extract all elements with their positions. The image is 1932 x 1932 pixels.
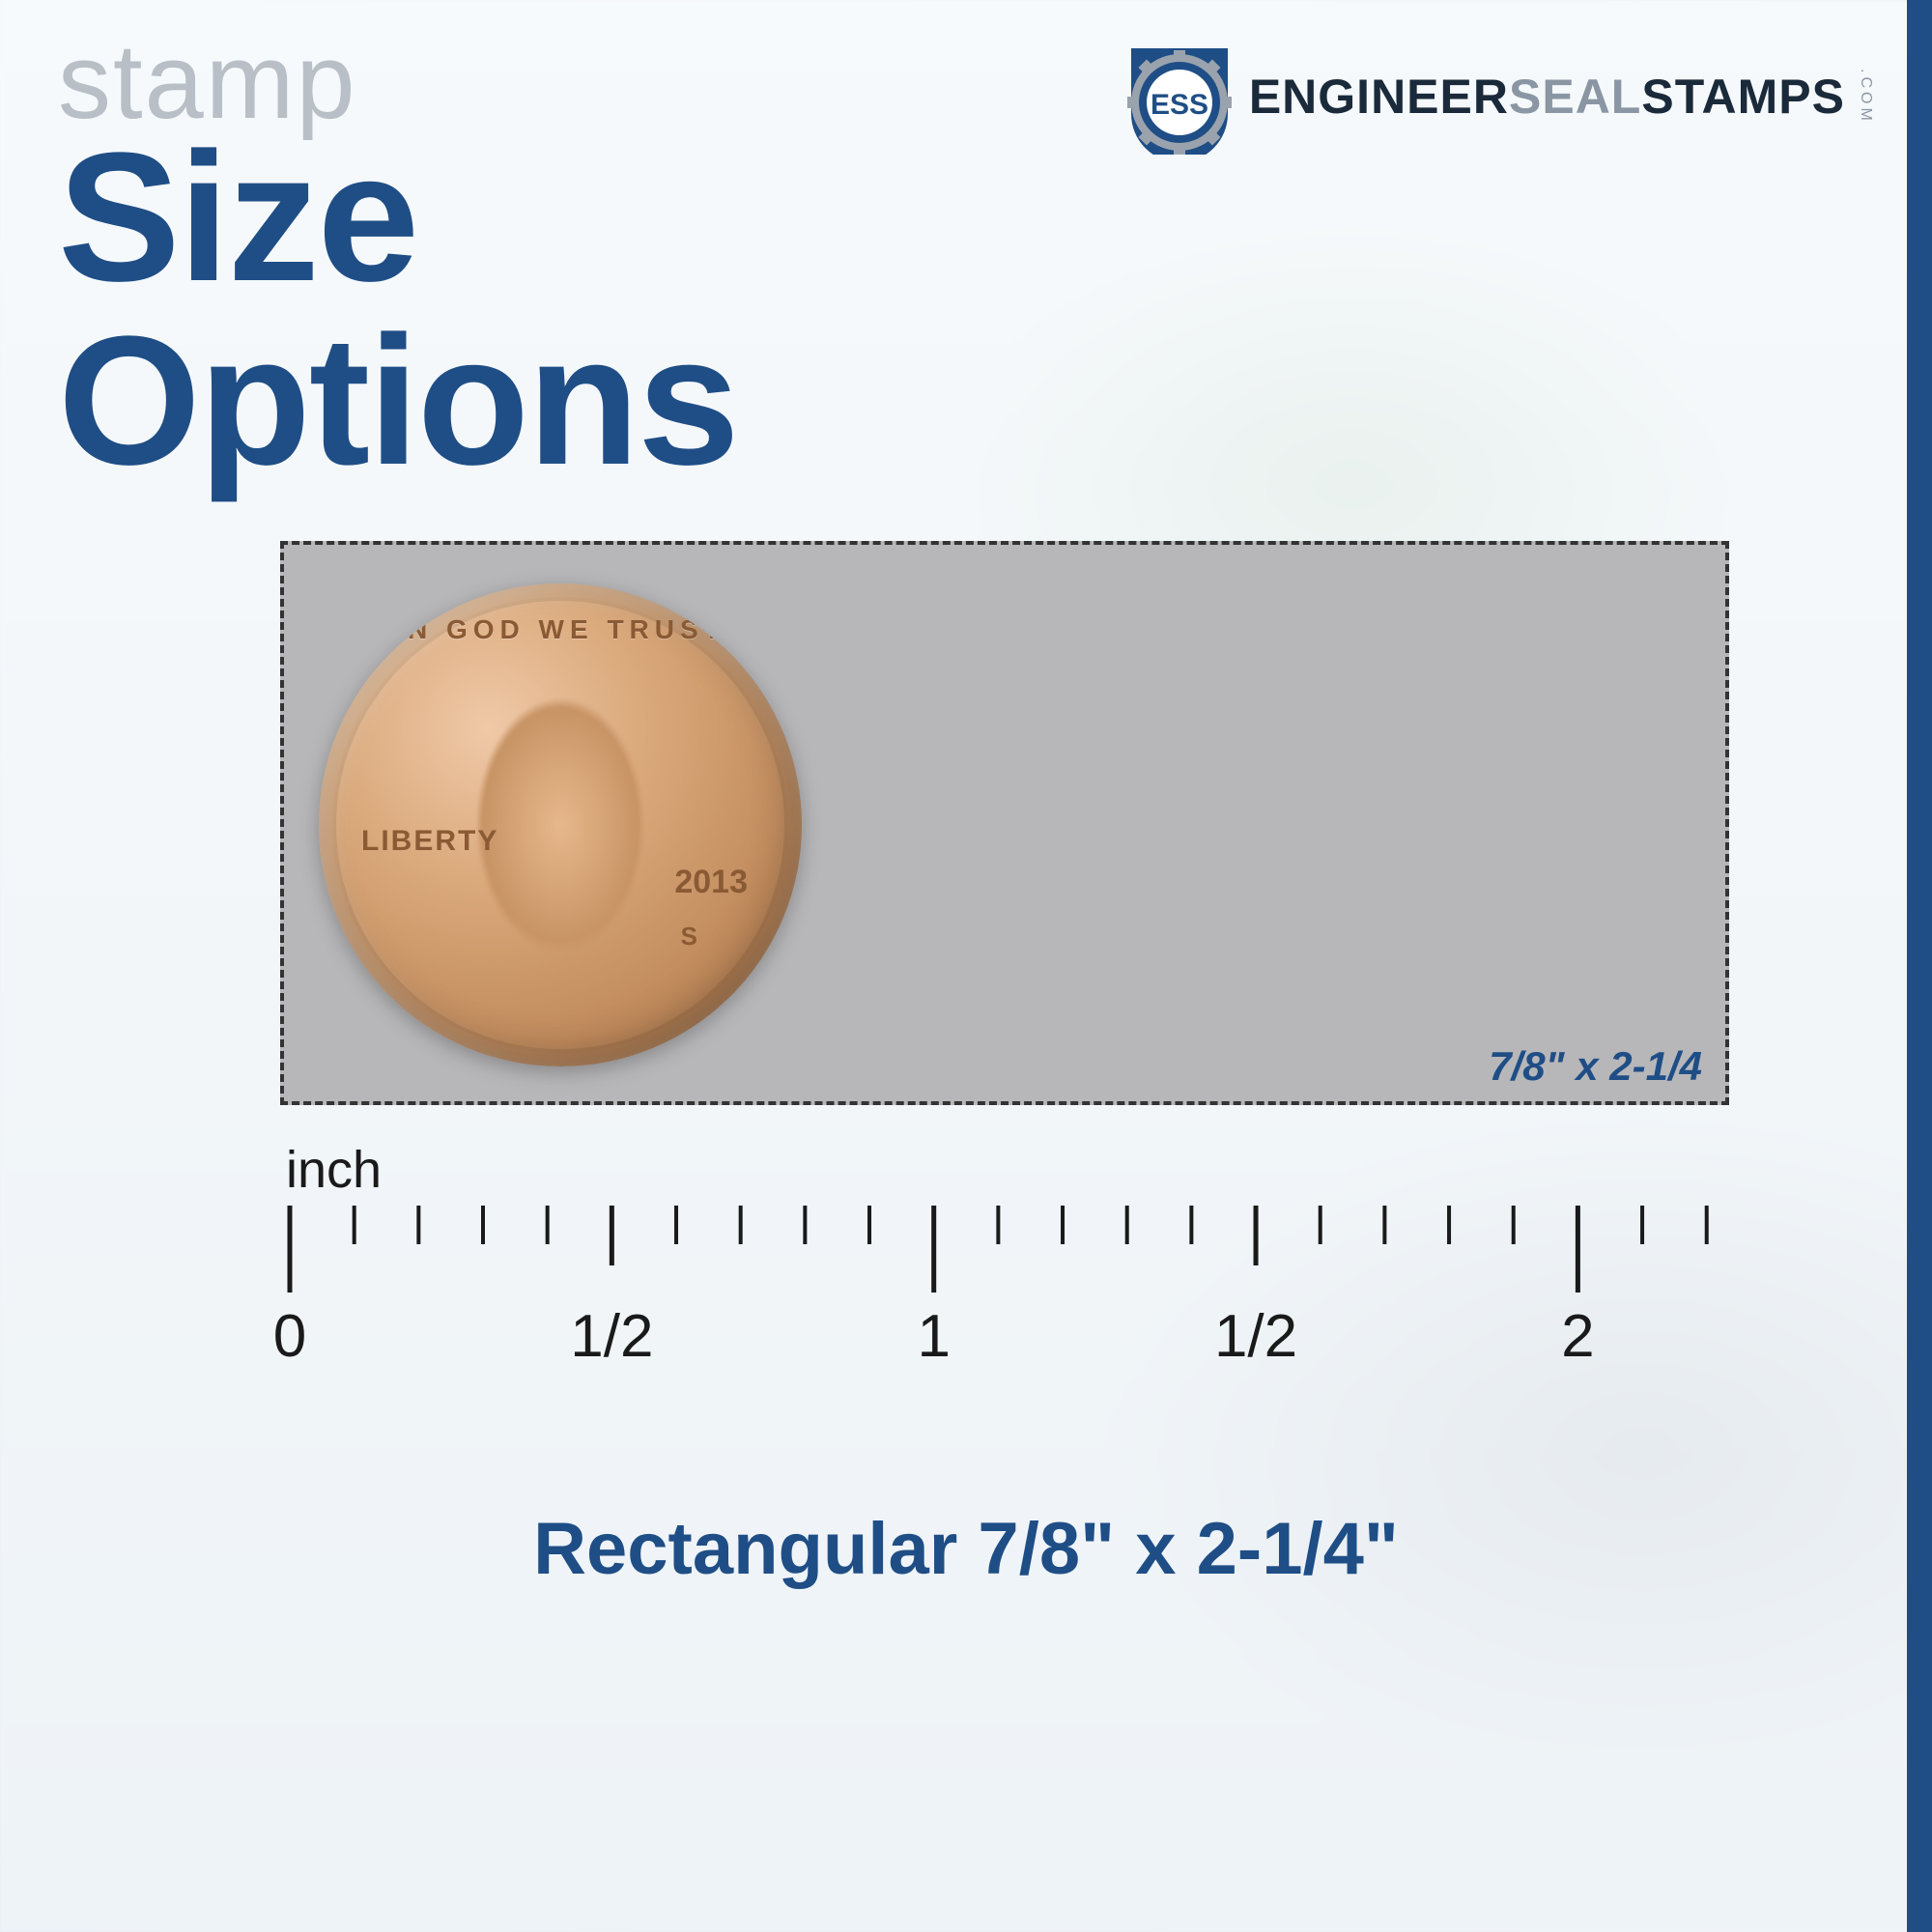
coin-liberty: LIBERTY — [361, 825, 498, 858]
ruler-label: 1/2 — [1214, 1302, 1297, 1371]
logo-word-2: SEAL — [1509, 70, 1641, 124]
size-caption: Rectangular 7/8" x 2-1/4" — [0, 1507, 1932, 1591]
ruler-label: 0 — [273, 1302, 306, 1371]
right-accent-bar — [1907, 0, 1932, 1932]
ruler-label: 1 — [917, 1302, 950, 1371]
ruler-label: 2 — [1561, 1302, 1594, 1371]
logo-word-3: STAMPS — [1641, 70, 1845, 124]
ruler-ticks — [280, 1206, 1748, 1302]
logo-badge-icon: ESS — [1122, 39, 1237, 155]
coin-mint-mark: S — [681, 922, 697, 952]
title-big: Size Options — [58, 126, 1122, 493]
header: stamp Size Options ESS — [58, 29, 1874, 493]
coin-year: 2013 — [674, 864, 748, 901]
ruler-number-labels: 01/211/22 — [280, 1302, 1748, 1379]
logo-text: ENGINEERSEALSTAMPS — [1249, 69, 1845, 125]
title-block: stamp Size Options — [58, 29, 1122, 493]
ruler-unit-label: inch — [286, 1140, 1748, 1200]
coin-motto: IN GOD WE TRUST — [319, 614, 802, 645]
svg-text:ESS: ESS — [1151, 89, 1208, 121]
stamp-dimension-label: 7/8" x 2-1/4 — [1489, 1043, 1702, 1090]
ruler: inch 01/211/22 — [280, 1140, 1748, 1379]
penny-coin-icon: IN GOD WE TRUST LIBERTY 2013 S — [319, 583, 802, 1066]
stamp-size-box: IN GOD WE TRUST LIBERTY 2013 S 7/8" x 2-… — [280, 541, 1729, 1105]
ruler-label: 1/2 — [570, 1302, 653, 1371]
logo-suffix: .COM — [1857, 69, 1874, 125]
logo-word-1: ENGINEER — [1249, 70, 1509, 124]
brand-logo: ESS ENGINEERSEALSTAMPS .COM — [1122, 39, 1874, 155]
